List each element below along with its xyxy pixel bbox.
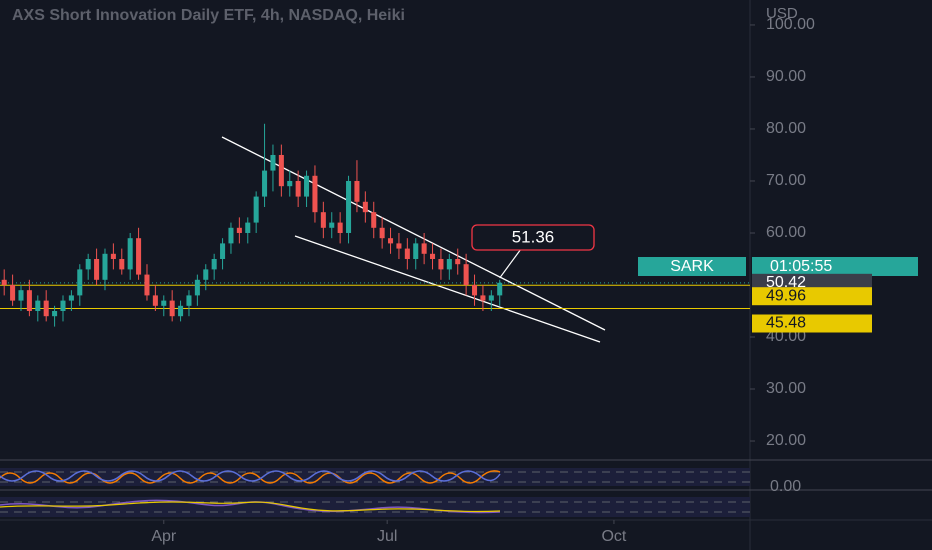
candle-body — [337, 222, 343, 233]
candle-body — [304, 175, 310, 197]
candle-body — [320, 212, 326, 228]
candle-body — [136, 238, 142, 275]
candle-body — [354, 180, 360, 202]
candle-body — [85, 258, 91, 270]
candle-body — [144, 274, 150, 296]
candle-body — [497, 282, 503, 296]
candle-body — [362, 201, 368, 213]
y-tick-label: 100.00 — [766, 16, 815, 33]
candle-body — [472, 284, 478, 296]
level-tag — [752, 287, 872, 306]
x-tick-label: Jul — [377, 528, 397, 545]
level-tag — [752, 314, 872, 333]
candle-body — [396, 243, 402, 249]
level-label: 45.48 — [766, 315, 806, 332]
candle-body — [152, 295, 158, 306]
y-tick-label: 90.00 — [766, 68, 806, 85]
y-tick-label: 60.00 — [766, 224, 806, 241]
y-tick-label: 70.00 — [766, 172, 806, 189]
candle-body — [463, 264, 469, 285]
candle-body — [211, 258, 217, 270]
candle-body — [43, 300, 49, 317]
callout-pointer — [499, 247, 523, 279]
candle-body — [312, 175, 318, 213]
price-label: 50.42 — [766, 274, 806, 291]
candle-body — [169, 300, 175, 317]
candle-body — [10, 284, 16, 301]
candle-body — [94, 258, 100, 280]
candle-body — [446, 258, 452, 270]
candle-body — [430, 253, 436, 259]
candle-body — [119, 258, 125, 270]
level-label: 49.96 — [766, 287, 806, 304]
indicator-line — [0, 470, 501, 484]
y-tick-label: 20.00 — [766, 432, 806, 449]
candle-body — [421, 243, 427, 254]
indicator-line — [0, 470, 501, 482]
candle-body — [68, 295, 74, 301]
candle-body — [161, 300, 167, 306]
candle-body — [110, 253, 116, 259]
candle-body — [388, 238, 394, 244]
candle-body — [102, 253, 108, 280]
candle-body — [278, 154, 284, 187]
candle-body — [404, 248, 410, 259]
x-tick-label: Apr — [151, 528, 177, 545]
callout-box — [471, 224, 595, 251]
candle-body — [270, 154, 276, 171]
indicator-line — [0, 501, 501, 513]
trend-line — [221, 136, 606, 331]
candle-body — [379, 227, 385, 239]
candle-body — [245, 222, 251, 233]
candle-body — [194, 279, 200, 296]
candle-body — [371, 212, 377, 228]
y-tick-label: 80.00 — [766, 120, 806, 137]
y-tick-label: 30.00 — [766, 380, 806, 397]
candle-body — [220, 243, 226, 259]
candle-body — [1, 279, 7, 285]
candle-body — [455, 258, 461, 265]
indicator-tick-label: 0.00 — [770, 478, 801, 495]
candle-body — [186, 295, 192, 306]
candle-body — [287, 180, 293, 187]
candle-body — [480, 295, 486, 301]
chart-title: AXS Short Innovation Daily ETF, 4h, NASD… — [12, 7, 405, 24]
candle-body — [18, 290, 24, 301]
candle-body — [35, 300, 41, 312]
x-tick-label: Oct — [601, 528, 626, 545]
trend-line — [294, 235, 601, 343]
candle-body — [438, 258, 444, 270]
candle-body — [127, 238, 133, 270]
symbol-label: SARK — [670, 258, 714, 275]
currency-label: USD — [766, 5, 798, 22]
candle-body — [236, 227, 242, 233]
candle-body — [253, 196, 259, 223]
candle-body — [77, 269, 83, 296]
candle-body — [346, 180, 352, 233]
candle-body — [26, 290, 32, 312]
candle-body — [228, 227, 234, 244]
candle-body — [295, 180, 301, 197]
countdown-tag — [752, 257, 918, 276]
candle-body — [488, 295, 494, 301]
candle-body — [203, 269, 209, 280]
candle-body — [60, 300, 66, 312]
candle-body — [262, 170, 268, 197]
countdown-label: 01:05:55 — [770, 258, 832, 275]
indicator-band — [0, 497, 750, 517]
candle-body — [178, 305, 184, 317]
candle-body — [52, 311, 58, 317]
candle-body — [413, 243, 419, 259]
callout-label: 51.36 — [512, 227, 555, 246]
symbol-tag — [638, 257, 746, 276]
candle-body — [329, 222, 335, 228]
